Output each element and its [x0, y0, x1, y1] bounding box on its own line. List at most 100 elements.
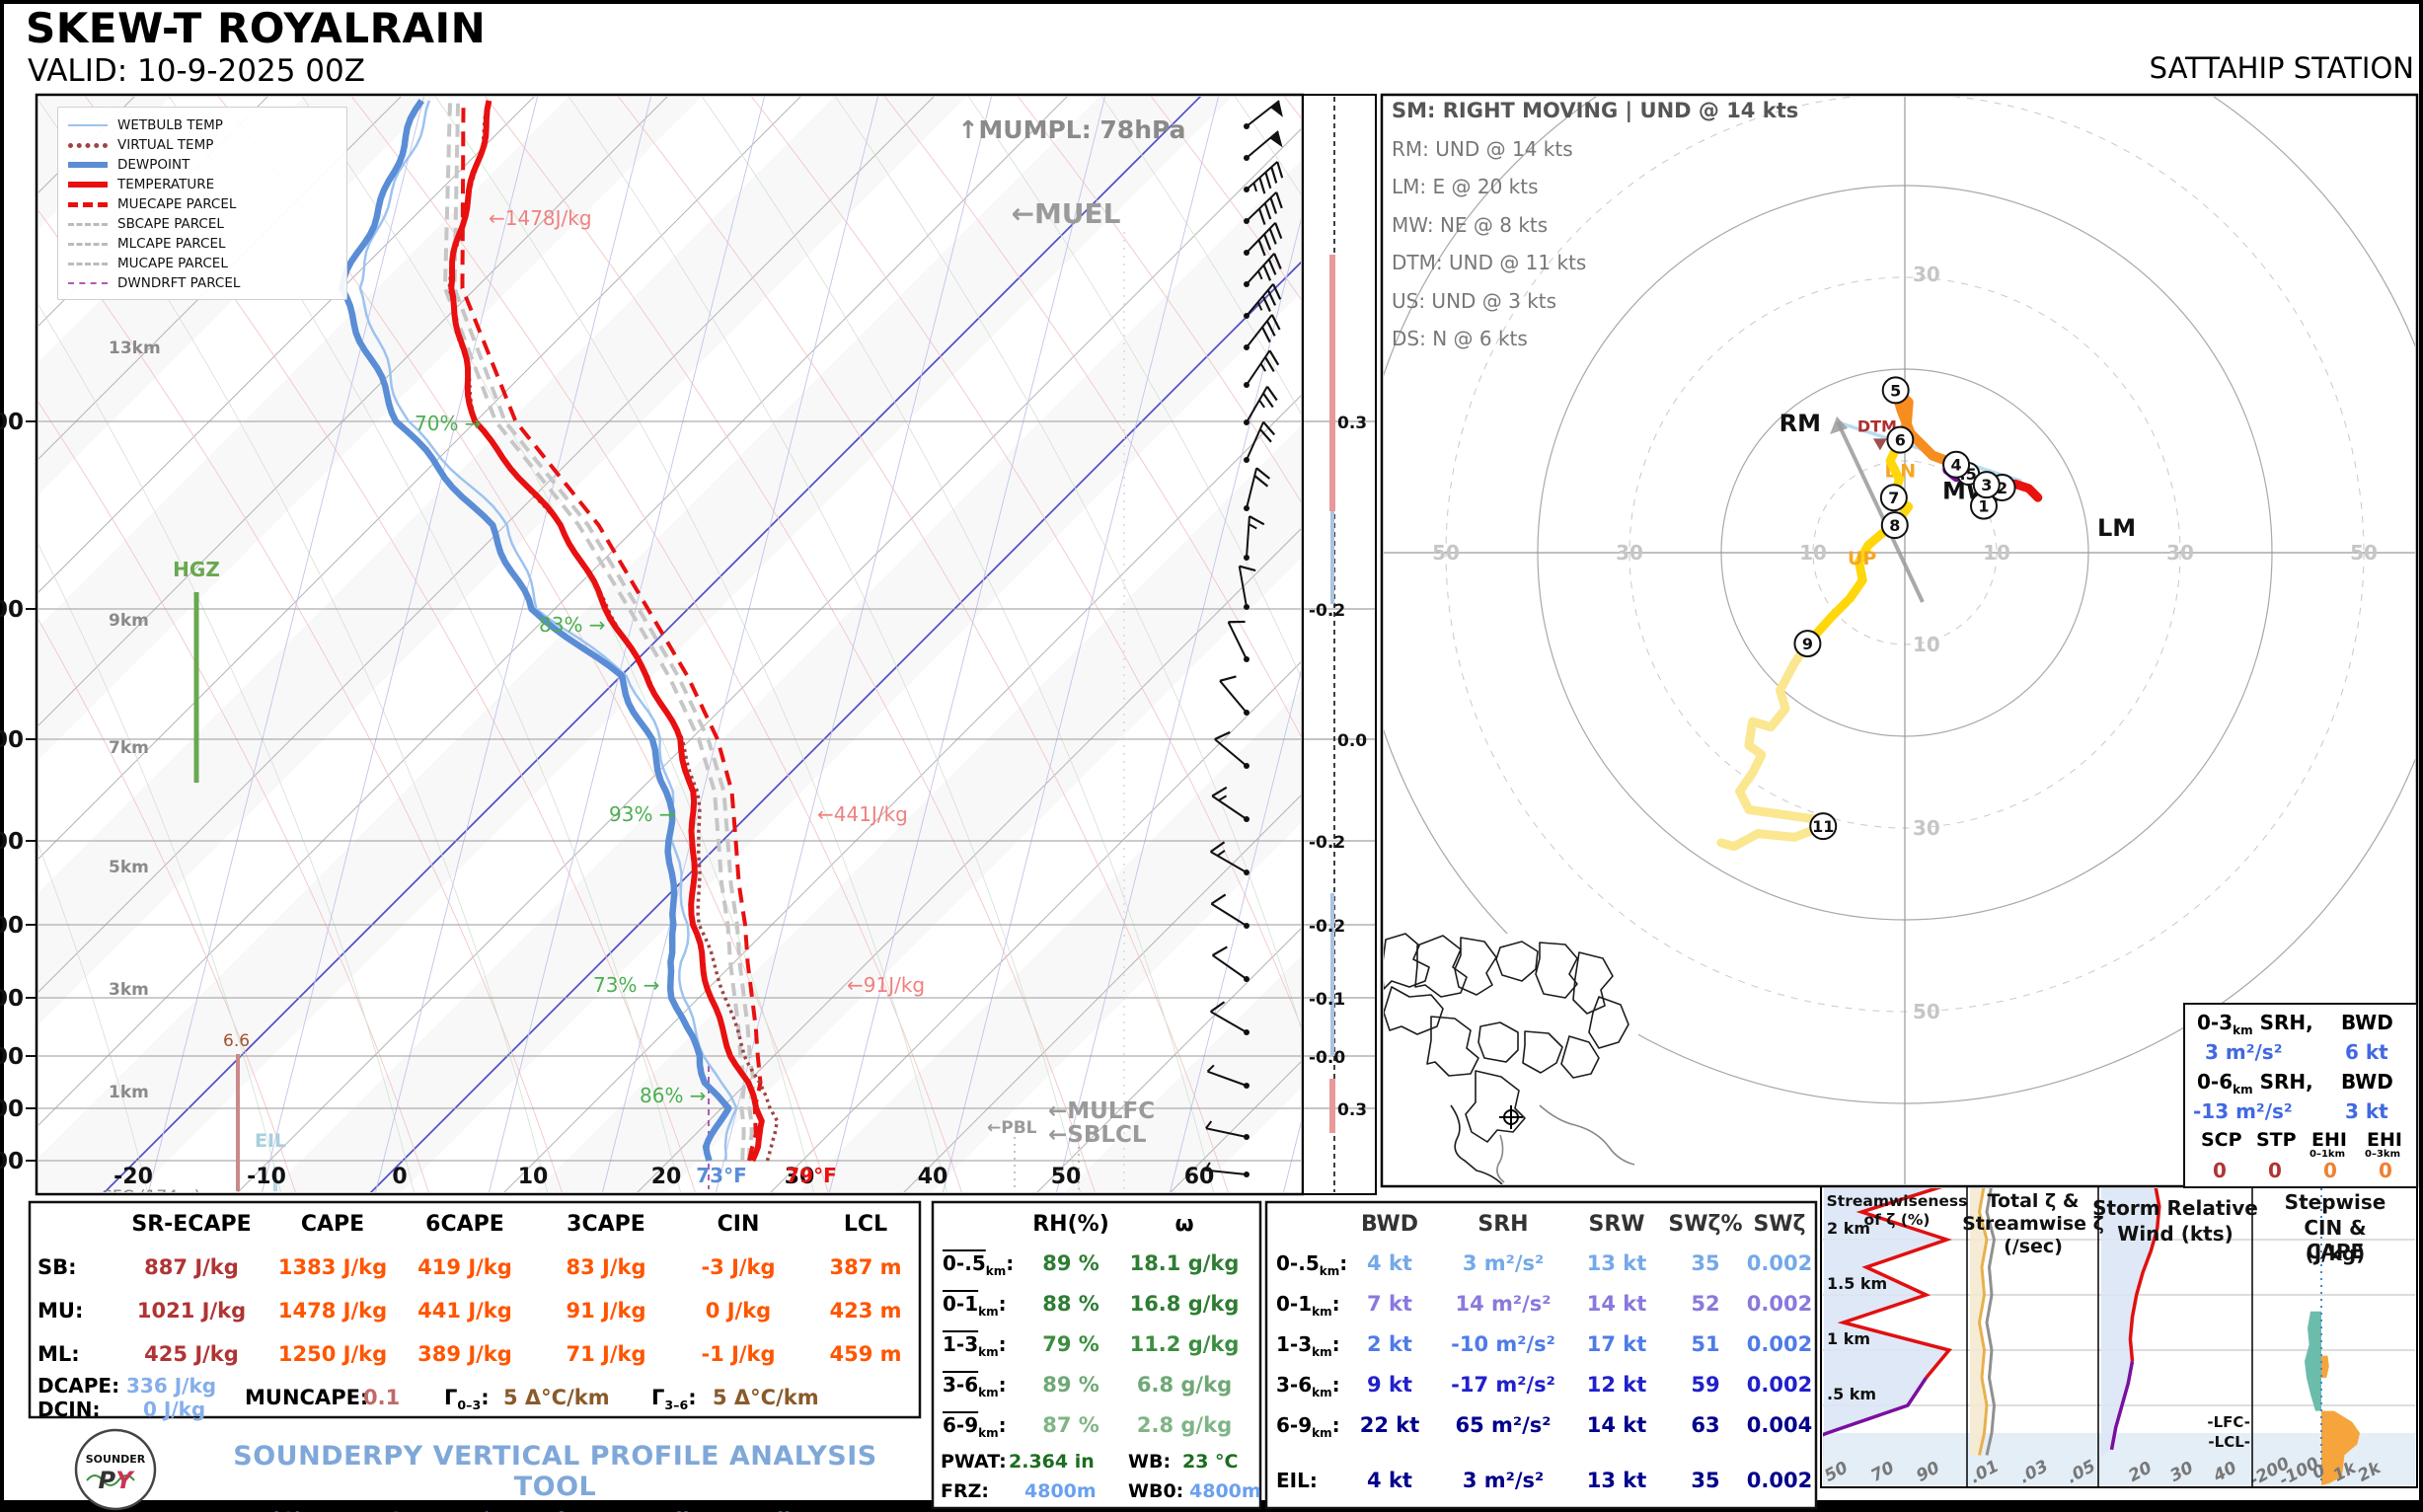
bwd-0-6-value: 3 kt [2345, 1099, 2388, 1123]
muecape-parcel-curve [460, 101, 763, 1162]
pressure-tick: 700 [0, 986, 24, 1012]
surface-dewpoint-f: 73°F [696, 1164, 747, 1187]
lcl-label: -LCL- [2208, 1433, 2250, 1451]
cape-label: ←1478J/kg [489, 206, 592, 230]
legend-line-sample [68, 222, 108, 226]
height-label: 9km [109, 611, 149, 631]
temp-tick: 50 [1051, 1165, 1082, 1189]
legend-item: MUECAPE PARCEL [68, 194, 337, 214]
legend-item-label: VIRTUAL TEMP [117, 137, 214, 153]
omega-value: -0.1 [1309, 990, 1345, 1010]
svg-text:3: 3 [1981, 476, 1992, 494]
hodo-height-marker [1793, 630, 1822, 658]
rh-label: 73% → [593, 973, 660, 997]
lapse-label: 6.6 [223, 1031, 250, 1051]
hodo-ring-label: 10 [1983, 541, 2010, 565]
index-value: 0 [2213, 1159, 2227, 1182]
legend-item-label: MLCAPE PARCEL [117, 236, 226, 252]
srh-0-3-label: 0-3km SRH, [2197, 1011, 2313, 1037]
svg-text:7: 7 [1888, 489, 1899, 507]
wind-barbs [1204, 100, 1284, 1177]
storm-motion-line: US: UND @ 3 kts [1392, 288, 1557, 313]
height-label: 7km [109, 738, 149, 758]
srh-0-6-value: -13 m²/s² [2193, 1099, 2293, 1123]
bwd-label: BWD [2341, 1070, 2393, 1094]
legend-item: DEWPOINT [68, 155, 337, 175]
sblcl-label: ←SBLCL [1048, 1122, 1147, 1148]
omega-value: -0.2 [1309, 917, 1345, 937]
hodo-ring-label: 30 [1616, 541, 1643, 565]
hodo-ring-label: 30 [2166, 541, 2194, 565]
temp-tick: -10 [247, 1165, 286, 1189]
omega-panel: 0.3 -0.2 0.0 -0.2 -0.2 -0.1 -0.0 0.3 [1302, 94, 1377, 1195]
legend-item: MLCAPE PARCEL [68, 234, 337, 254]
height-label: 5km [109, 858, 149, 877]
mini-height-label: 1 km [1827, 1329, 1870, 1348]
rh-label: 93% → [609, 802, 676, 826]
hodo-height-marker [1942, 450, 1971, 479]
mini-height-label: 1.5 km [1827, 1274, 1887, 1293]
index-header: SCP [2201, 1129, 2242, 1151]
srh-bwd-summary-box: 0-3km SRH, BWD 3 m²/s² 6 kt 0-6km SRH, BWD -13… [2183, 1003, 2418, 1188]
up-label: UP [1848, 548, 1876, 569]
height-label: 1km [109, 1083, 149, 1102]
hodo-height-marker [1886, 425, 1915, 454]
pressure-tick: 900 [0, 1096, 24, 1122]
hodo-ring-label: 50 [2350, 541, 2378, 565]
svg-text:SOUNDER: SOUNDER [86, 1453, 146, 1466]
legend-item-label: MUCAPE PARCEL [117, 256, 228, 271]
temp-tick: 30 [785, 1165, 815, 1189]
pressure-tick: 400 [0, 727, 24, 753]
legend: WETBULB TEMP VIRTUAL TEMP DEWPOINT TEMPERAT… [57, 107, 347, 300]
height-label: 13km [109, 339, 161, 358]
legend-item-label: SBCAPE PARCEL [117, 216, 224, 232]
index-value: 0 [2268, 1159, 2282, 1182]
storm-motion-line: MW: NE @ 8 kts [1392, 212, 1549, 237]
index-header: STP [2256, 1129, 2297, 1151]
omega-value: 0.3 [1337, 1100, 1367, 1120]
pressure-tick: 300 [0, 597, 24, 623]
rh-label: 83% → [539, 613, 606, 637]
legend-item-label: MUECAPE PARCEL [117, 196, 237, 212]
rm-label: RM [1779, 410, 1821, 437]
hodo-ring-label: 10 [1913, 633, 1940, 656]
svg-text:5: 5 [1890, 381, 1901, 400]
srh-0-3-value: 3 m²/s² [2205, 1040, 2283, 1064]
storm-motion-line: DS: N @ 6 kts [1392, 327, 1528, 350]
cape-label: ←91J/kg [847, 973, 925, 997]
temp-tick: 60 [1184, 1165, 1215, 1189]
legend-line-sample [68, 162, 108, 168]
omega-value: 0.0 [1337, 731, 1367, 751]
legend-line-sample [68, 142, 108, 148]
omega-value: 0.3 [1337, 414, 1367, 433]
pressure-tick: 200 [0, 410, 24, 435]
storm-motion-line: RM: UND @ 14 kts [1392, 136, 1573, 161]
svg-text:4: 4 [1951, 456, 1962, 475]
legend-item-label: WETBULB TEMP [117, 117, 223, 133]
mlcape-parcel-curve [442, 100, 747, 1162]
hodo-height-marker [1880, 511, 1909, 540]
svg-text:9: 9 [1802, 635, 1813, 653]
muel-label: ←MUEL [1011, 197, 1120, 230]
mini-height-label: .5 km [1827, 1385, 1876, 1403]
rh-label: 70% → [415, 412, 482, 435]
legend-line-sample [68, 242, 108, 246]
legend-line-sample [68, 262, 108, 265]
hodo-height-marker [1809, 812, 1838, 841]
wetbulb-curve [358, 100, 738, 1162]
pressure-tick: 800 [0, 1044, 24, 1070]
bwd-label: BWD [2341, 1011, 2393, 1034]
sfc-label: -SFC (174m) - [96, 1187, 212, 1207]
svg-text:8: 8 [1889, 516, 1900, 535]
eil-label: EIL [255, 1130, 286, 1152]
legend-item-label: TEMPERATURE [117, 177, 215, 192]
svg-text:11: 11 [1812, 817, 1834, 836]
legend-line-sample [68, 124, 108, 126]
rh-label: 86% → [640, 1084, 707, 1107]
temperature-curve [448, 100, 765, 1163]
legend-item: DWNDRFT PARCEL [68, 273, 337, 293]
pbl-label: ←PBL [987, 1118, 1037, 1138]
legend-item: TEMPERATURE [68, 175, 337, 194]
omega-value: -0.2 [1309, 601, 1345, 621]
